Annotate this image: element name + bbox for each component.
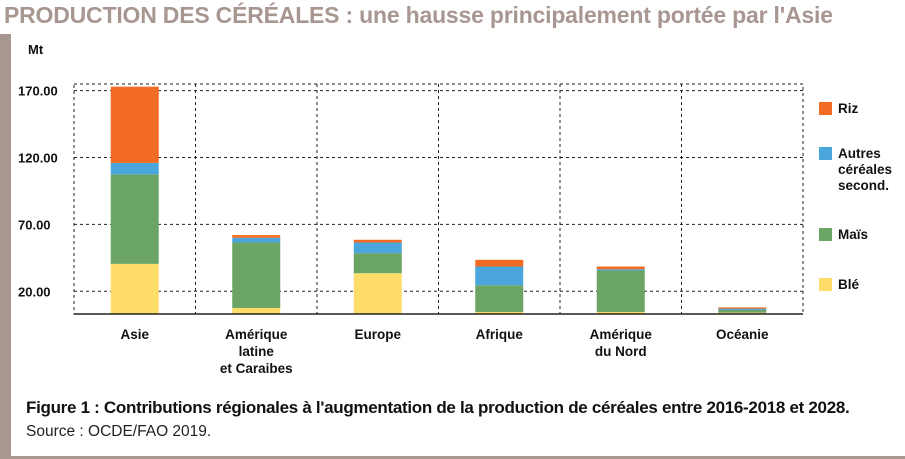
grid-layer: [73, 83, 804, 315]
legend-swatch: [819, 228, 832, 241]
x-category-label: Océanie: [716, 327, 769, 342]
bar-segment: [353, 253, 402, 274]
bar-segment: [475, 266, 524, 286]
plot-frame: [73, 83, 804, 315]
bar-segment: [232, 237, 281, 243]
x-category-label: latine: [239, 344, 275, 359]
x-category-label: Amérique: [225, 327, 288, 342]
figure-caption: Figure 1 : Contributions régionales à l'…: [26, 398, 850, 417]
legend-label: second.: [838, 178, 889, 193]
x-category-label: Asie: [120, 327, 149, 342]
bar-segment: [232, 235, 281, 238]
y-tick-label: 20.00: [18, 284, 51, 299]
bar-segment: [110, 263, 159, 314]
side-accent-stripe: [0, 34, 11, 459]
legend-swatch: [819, 147, 832, 160]
bars-layer: [110, 86, 767, 314]
y-tick-label: 120.00: [18, 151, 58, 166]
bar-segment: [596, 270, 645, 312]
bar-segment: [596, 269, 645, 271]
bottom-rule: [11, 456, 905, 459]
bar-segment: [353, 242, 402, 254]
legend-label: céréales: [838, 162, 892, 177]
x-category-label: Afrique: [476, 327, 524, 342]
x-category-label: Amérique: [590, 327, 653, 342]
bar-segment: [110, 86, 159, 163]
bar-segment: [110, 162, 159, 175]
y-axis-unit-label: Mt: [28, 42, 44, 57]
bar-segment: [475, 311, 524, 314]
legend-swatch: [819, 278, 832, 291]
stacked-bar-chart: Mt 20.00 70.00 120.00 170.00 Asie Amérique lat…: [18, 42, 892, 376]
x-category-label: du Nord: [595, 344, 647, 359]
bar-segment: [232, 242, 281, 308]
legend-label: Maïs: [838, 227, 868, 242]
source-note: Source : OCDE/FAO 2019.: [26, 423, 212, 440]
bar-segment: [475, 259, 524, 267]
bar-segment: [718, 308, 767, 310]
bar-segment: [718, 307, 767, 309]
axis-layer: 20.00 70.00 120.00 170.00 Asie Amérique latine…: [18, 84, 803, 376]
bar-segment: [353, 239, 402, 243]
bar-segment: [718, 309, 767, 313]
legend-label: Blé: [838, 277, 860, 292]
x-category-label: Europe: [354, 327, 401, 342]
y-tick-label: 170.00: [18, 84, 58, 99]
bar-segment: [353, 273, 402, 314]
bar-segment: [475, 285, 524, 312]
legend-label: Riz: [838, 101, 859, 116]
legend-label: Autres: [838, 146, 881, 161]
bar-segment: [110, 174, 159, 264]
bar-segment: [596, 311, 645, 314]
banner-title: PRODUCTION DES CÉRÉALES : une hausse pri…: [4, 2, 833, 28]
x-category-label: et Caraibes: [220, 361, 293, 376]
y-tick-label: 70.00: [18, 217, 51, 232]
legend-swatch: [819, 102, 832, 115]
bar-segment: [232, 307, 281, 314]
bar-segment: [596, 266, 645, 270]
